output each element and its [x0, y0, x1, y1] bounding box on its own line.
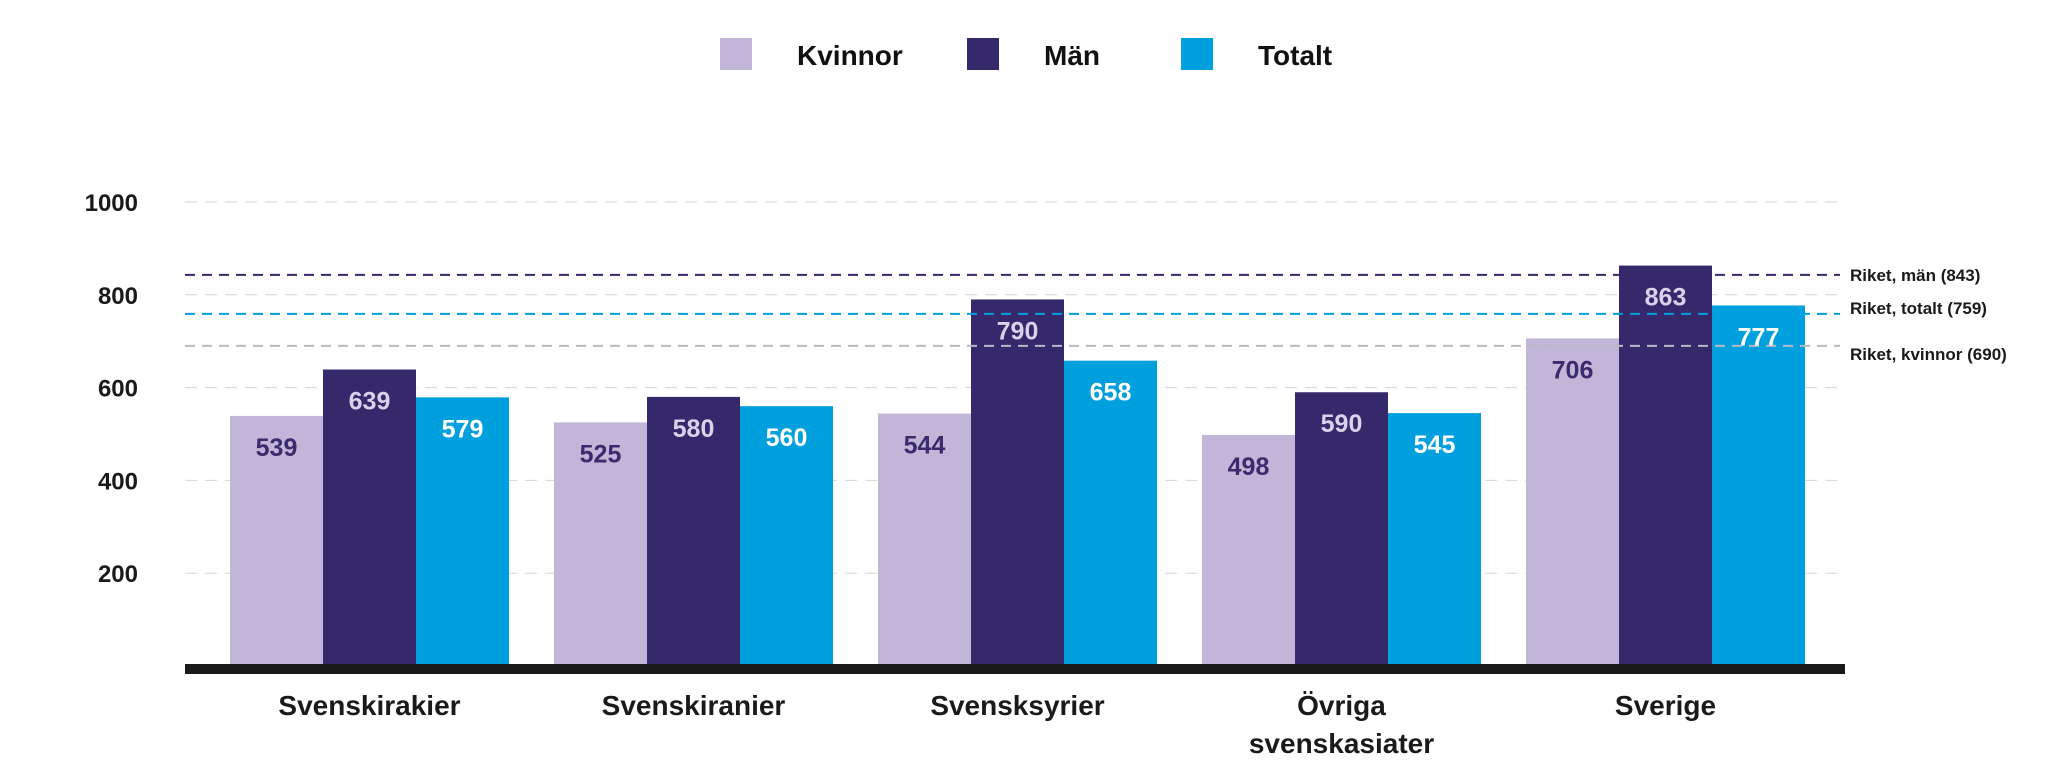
bar-value-label-4-0: 706 — [1552, 356, 1594, 384]
bar-3-1 — [1295, 392, 1388, 666]
x-axis: Svenskirakier Svenskiranier Svensksyrier Öv… — [185, 664, 1845, 759]
bar-0-2 — [416, 397, 509, 666]
legend-label-0: Kvinnor — [797, 40, 903, 71]
bar-value-label-0-1: 639 — [349, 388, 391, 416]
bar-2-0 — [878, 413, 971, 666]
y-tick-label-1: 400 — [98, 468, 138, 495]
y-tick-label-0: 200 — [98, 561, 138, 588]
legend-label-2: Totalt — [1258, 40, 1332, 71]
bar-0-1 — [323, 369, 416, 666]
bar-value-label-1-0: 525 — [580, 440, 622, 468]
bar-value-label-3-1: 590 — [1321, 410, 1363, 438]
category-label-1: Svenskiranier — [602, 690, 786, 721]
bar-value-label-3-2: 545 — [1414, 431, 1456, 459]
y-tick-label-3: 800 — [98, 283, 138, 310]
category-label-4: Sverige — [1615, 690, 1716, 721]
bar-value-label-4-2: 777 — [1738, 323, 1780, 351]
legend-swatch-2 — [1181, 38, 1213, 70]
legend-swatch-0 — [720, 38, 752, 70]
reference-label-2: Riket, kvinnor (690) — [1850, 345, 2007, 364]
bar-4-2 — [1712, 305, 1805, 666]
reference-label-1: Riket, totalt (759) — [1850, 299, 1987, 318]
category-label-0: Svenskirakier — [278, 690, 460, 721]
bar-value-label-2-0: 544 — [904, 432, 946, 460]
reference-lines: Riket, män (843) Riket, totalt (759) Riket… — [185, 266, 2007, 364]
bar-value-label-3-0: 498 — [1228, 453, 1270, 481]
bar-1-2 — [740, 406, 833, 666]
bar-3-2 — [1388, 413, 1481, 666]
bar-2-1 — [971, 299, 1064, 666]
x-axis-baseline — [185, 664, 1845, 674]
bar-value-label-2-2: 658 — [1090, 379, 1132, 407]
bar-value-label-4-1: 863 — [1645, 284, 1687, 312]
bar-1-0 — [554, 422, 647, 666]
legend-label-1: Män — [1044, 40, 1100, 71]
y-tick-label-2: 600 — [98, 376, 138, 403]
y-tick-label-4: 1000 — [85, 190, 138, 217]
bar-2-2 — [1064, 360, 1157, 666]
category-label-3-0: Övriga — [1297, 690, 1386, 721]
bar-value-label-2-1: 790 — [997, 317, 1039, 345]
bar-value-label-0-0: 539 — [256, 434, 298, 462]
reference-label-0: Riket, män (843) — [1850, 266, 1980, 285]
bar-4-1 — [1619, 265, 1712, 666]
y-axis: 200 400 600 800 1000 — [85, 190, 138, 588]
bar-value-labels: 539 639 579 525 580 560 544 790 658 498 590 545 706 8… — [256, 284, 1780, 481]
bar-value-label-1-2: 560 — [766, 424, 808, 452]
category-label-2: Svensksyrier — [930, 690, 1104, 721]
legend: Kvinnor Män Totalt — [720, 38, 1332, 71]
bars — [230, 265, 1805, 666]
bar-value-label-0-2: 579 — [442, 415, 484, 443]
bar-value-label-1-1: 580 — [673, 415, 715, 443]
bar-4-0 — [1526, 338, 1619, 666]
category-label-3-1: svenskasiater — [1249, 728, 1434, 759]
bar-1-1 — [647, 396, 740, 666]
legend-swatch-1 — [967, 38, 999, 70]
bar-3-0 — [1202, 434, 1295, 666]
bar-0-0 — [230, 415, 323, 666]
